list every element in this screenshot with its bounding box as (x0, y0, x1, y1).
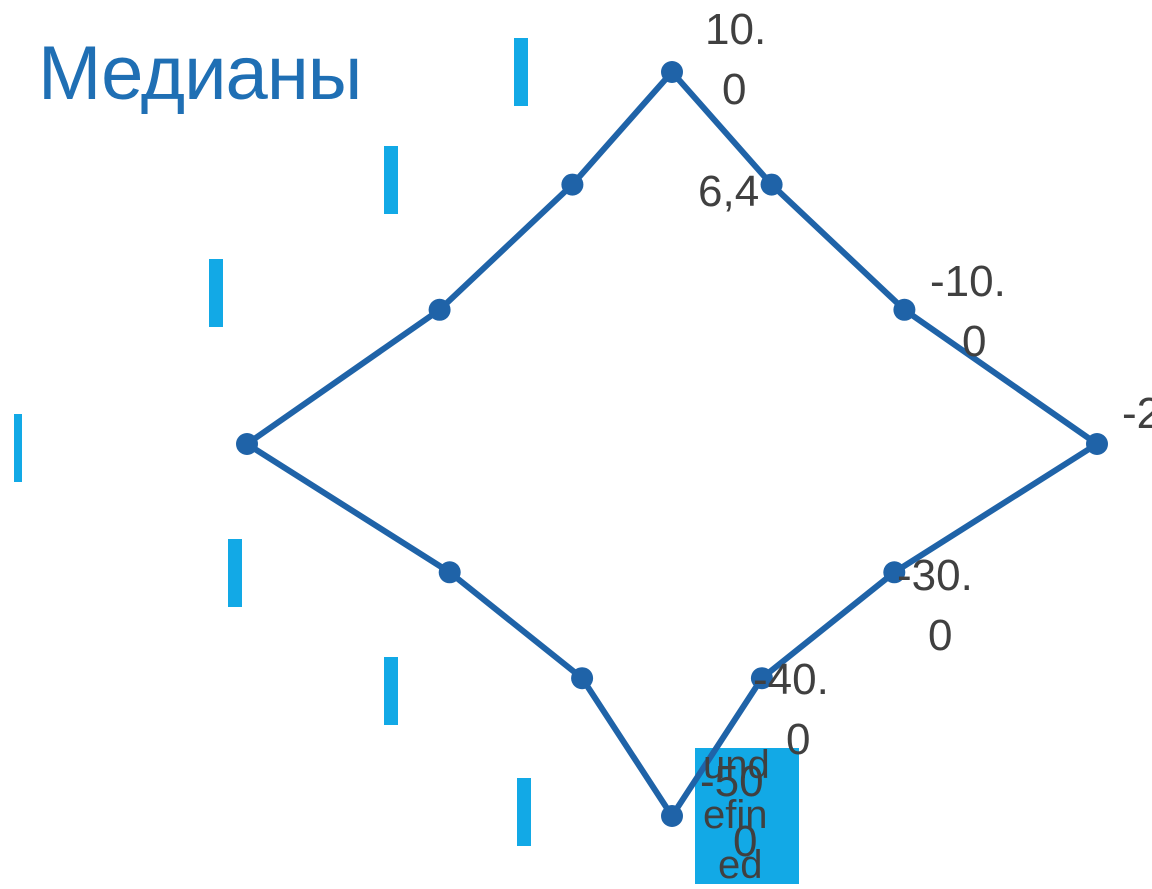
value-label-line: -10. (930, 257, 1006, 306)
value-label: -40. 0 (753, 655, 841, 764)
category-bar (14, 414, 22, 482)
value-label-line: -2 (1122, 389, 1152, 438)
value-label: -2 (1122, 389, 1152, 438)
series-point (236, 433, 258, 455)
value-label: -10. 0 (930, 257, 1018, 366)
tooltip-label-line: und (703, 743, 770, 787)
value-label-line: 0 (928, 611, 952, 660)
value-label-line: -50 (700, 757, 764, 806)
tooltip-box (695, 748, 799, 884)
tooltip-label: und efin ed (703, 743, 781, 887)
value-label: -50 0 (700, 757, 776, 866)
value-label: -30. 0 (897, 551, 985, 660)
category-bar (384, 146, 398, 214)
value-labels: 10. 0 6,4 -10. 0 -2 -30. 0 -40. 0 -50 0 … (698, 5, 1152, 887)
value-label: 10. 0 (705, 5, 778, 114)
category-bar (517, 778, 531, 846)
series-point (893, 298, 916, 321)
series-point (661, 61, 683, 83)
category-bar (228, 539, 242, 607)
value-label-line: 10. (705, 5, 766, 54)
chart-title: Медианы (38, 31, 362, 116)
series-markers (236, 61, 1108, 827)
category-bars (14, 38, 531, 846)
series-point (760, 173, 783, 196)
series-point (438, 561, 461, 584)
series-line (244, 69, 1100, 819)
category-bar (514, 38, 528, 106)
category-bar (384, 657, 398, 725)
tooltip-label-line: efin (703, 793, 768, 837)
value-label-line: 0 (786, 715, 810, 764)
series-point (571, 667, 594, 690)
series-point (1086, 433, 1108, 455)
value-label-line: -30. (897, 551, 973, 600)
value-label-line: 0 (733, 817, 757, 866)
series-point (883, 561, 906, 584)
value-label-line: 6,4 (698, 167, 759, 216)
series-point (661, 805, 683, 827)
value-label-line: 0 (962, 317, 986, 366)
series-point (428, 298, 451, 321)
tooltip-label-line: ed (718, 843, 763, 887)
value-label-line: -40. (753, 655, 829, 704)
series-point (561, 173, 584, 196)
series-point (750, 667, 773, 690)
value-label-line: 0 (722, 65, 746, 114)
value-label: 6,4 (698, 167, 759, 216)
category-bar (209, 259, 223, 327)
